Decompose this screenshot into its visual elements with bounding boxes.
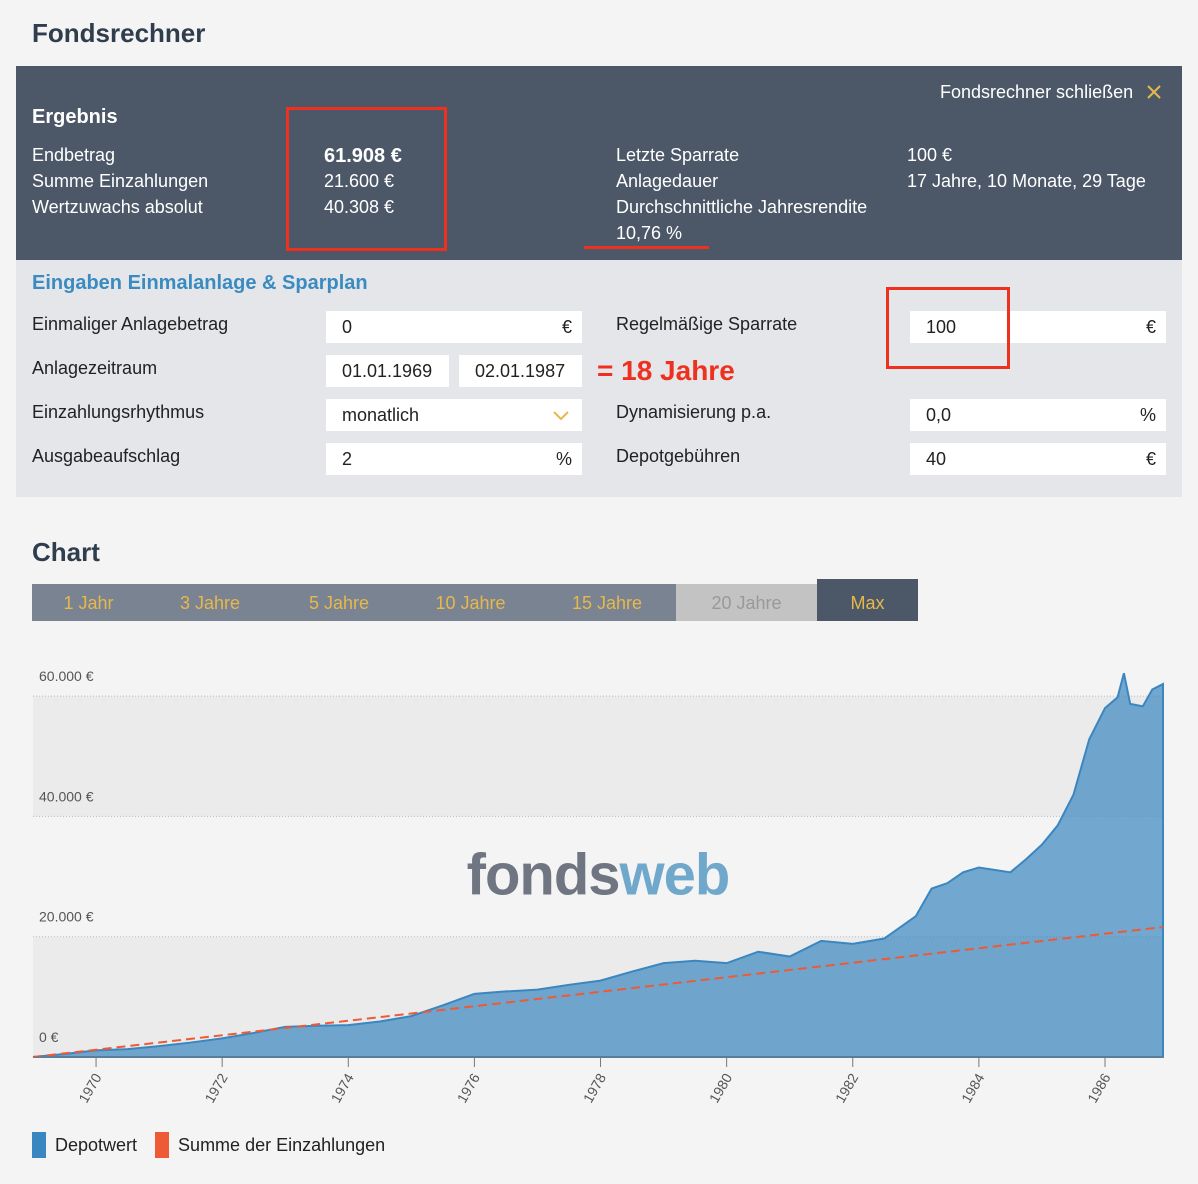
result-label: Wertzuwachs absolut [32, 197, 203, 217]
close-label: Fondsrechner schließen [940, 82, 1134, 102]
result-value: 40.308 € [324, 197, 395, 217]
highlight-underline [584, 246, 709, 249]
legend-label: Depotwert [55, 1134, 138, 1155]
result-value: 61.908 € [324, 145, 402, 167]
field-label: Ausgabeaufschlag [32, 446, 181, 466]
range-button[interactable]: 5 Jahre [275, 584, 403, 621]
input-value: 0 [342, 317, 353, 337]
input-value: 100 [926, 317, 957, 337]
input-value: 01.01.1969 [342, 361, 433, 381]
x-tick-label: 1972 [201, 1070, 231, 1105]
input-value: 2 [342, 449, 353, 469]
close-button[interactable]: Fondsrechner schließen [940, 82, 1162, 103]
input-unit: % [555, 449, 572, 469]
text-input[interactable]: 40 € [910, 443, 1166, 475]
legend-item: Depotwert [32, 1132, 137, 1158]
legend: Depotwert Summe der Einzahlungen [32, 1132, 385, 1163]
input-value: 40 [926, 449, 947, 469]
grid-band [33, 696, 1163, 817]
legend-swatch [155, 1132, 170, 1158]
result-value: 100 € [907, 145, 953, 165]
text-input[interactable]: 0 € [326, 311, 582, 343]
y-tick-label: 60.000 € [39, 668, 94, 684]
line [32, 926, 1164, 1058]
chart: 0 € 20.000 € 40.000 € 60.000 € fondsweb 1970 1… [32, 668, 1164, 1105]
input-unit: € [561, 317, 572, 337]
result-value: 17 Jahre, 10 Monate, 29 Tage [907, 171, 1146, 191]
result-label: Durchschnittliche Jahresrendite [616, 197, 868, 217]
range-bar: 1 Jahr 3 Jahre 5 Jahre 10 Jahre 15 Jahre 20 J… [32, 579, 918, 621]
field-label: Regelmäßige Sparrate [616, 314, 798, 334]
result-title: Ergebnis [32, 106, 118, 128]
date-input[interactable]: 02.01.1987 [459, 355, 582, 387]
field-label: Einzahlungsrhythmus [32, 402, 205, 422]
annotation: = 18 Jahre [597, 355, 735, 386]
text-input[interactable]: 0,0% [910, 399, 1166, 431]
x-tick-label: 1986 [1084, 1070, 1114, 1105]
area [32, 672, 1164, 1058]
input-unit: % [1139, 405, 1156, 425]
field-label: Anlagezeitraum [32, 358, 158, 378]
x-tick-label: 1982 [832, 1070, 862, 1105]
range-button[interactable]: 1 Jahr [32, 584, 145, 621]
text-input[interactable]: 2% [326, 443, 582, 475]
legend-item: Summe der Einzahlungen [155, 1132, 385, 1158]
input-title: Eingaben Einmalanlage & Sparplan [32, 272, 368, 294]
x-tick-label: 1980 [706, 1070, 736, 1105]
y-tick-label: 20.000 € [39, 909, 94, 925]
input-value: 02.01.1987 [475, 361, 566, 381]
input-unit: € [1145, 449, 1156, 469]
x-tick-label: 1976 [454, 1070, 484, 1105]
dropdown-icon [553, 411, 569, 421]
highlight-box [886, 287, 1010, 369]
result-value: 21.600 € [324, 171, 395, 191]
field-label: Dynamisierung p.a. [616, 402, 772, 422]
watermark: fondsweb [467, 843, 730, 908]
x-tick-label: 1970 [75, 1070, 105, 1105]
y-tick-label: 40.000 € [39, 788, 94, 804]
highlight-box [286, 107, 447, 251]
range-button[interactable]: 20 Jahre [676, 584, 817, 621]
range-button[interactable]: 3 Jahre [145, 584, 275, 621]
dropdown[interactable]: monatlich [326, 399, 582, 431]
range-button[interactable]: Max [817, 579, 918, 621]
result-label: Summe Einzahlungen [32, 171, 209, 191]
x-tick-label: 1984 [958, 1070, 988, 1105]
input-value: 0,0 [926, 405, 952, 425]
x-tick-label: 1974 [327, 1070, 357, 1105]
text-input[interactable]: 100 € [910, 311, 1166, 343]
result-label: Endbetrag [32, 145, 116, 165]
input-unit: € [1145, 317, 1156, 337]
input-value: monatlich [342, 405, 420, 425]
result-label: Anlagedauer [616, 171, 719, 191]
page-title: Fondsrechner [32, 18, 206, 48]
watermark-part: fonds [467, 843, 620, 908]
watermark-part: web [619, 843, 730, 908]
range-button[interactable]: 15 Jahre [538, 584, 676, 621]
legend-swatch [32, 1132, 46, 1158]
date-input[interactable]: 01.01.1969 [326, 355, 449, 387]
y-tick-label: 0 € [39, 1029, 59, 1045]
result-label: Letzte Sparrate [616, 145, 740, 165]
field-label: Depotgebühren [616, 446, 741, 466]
close-icon [1147, 85, 1161, 99]
x-tick-label: 1978 [580, 1070, 610, 1105]
chart-section-title: Chart [32, 537, 100, 567]
result-panel [16, 66, 1182, 260]
field-label: Einmaliger Anlagebetrag [32, 314, 229, 334]
range-button[interactable]: 10 Jahre [403, 584, 538, 621]
legend-label: Summe der Einzahlungen [178, 1134, 386, 1155]
result-value: 10,76 % [616, 223, 683, 243]
